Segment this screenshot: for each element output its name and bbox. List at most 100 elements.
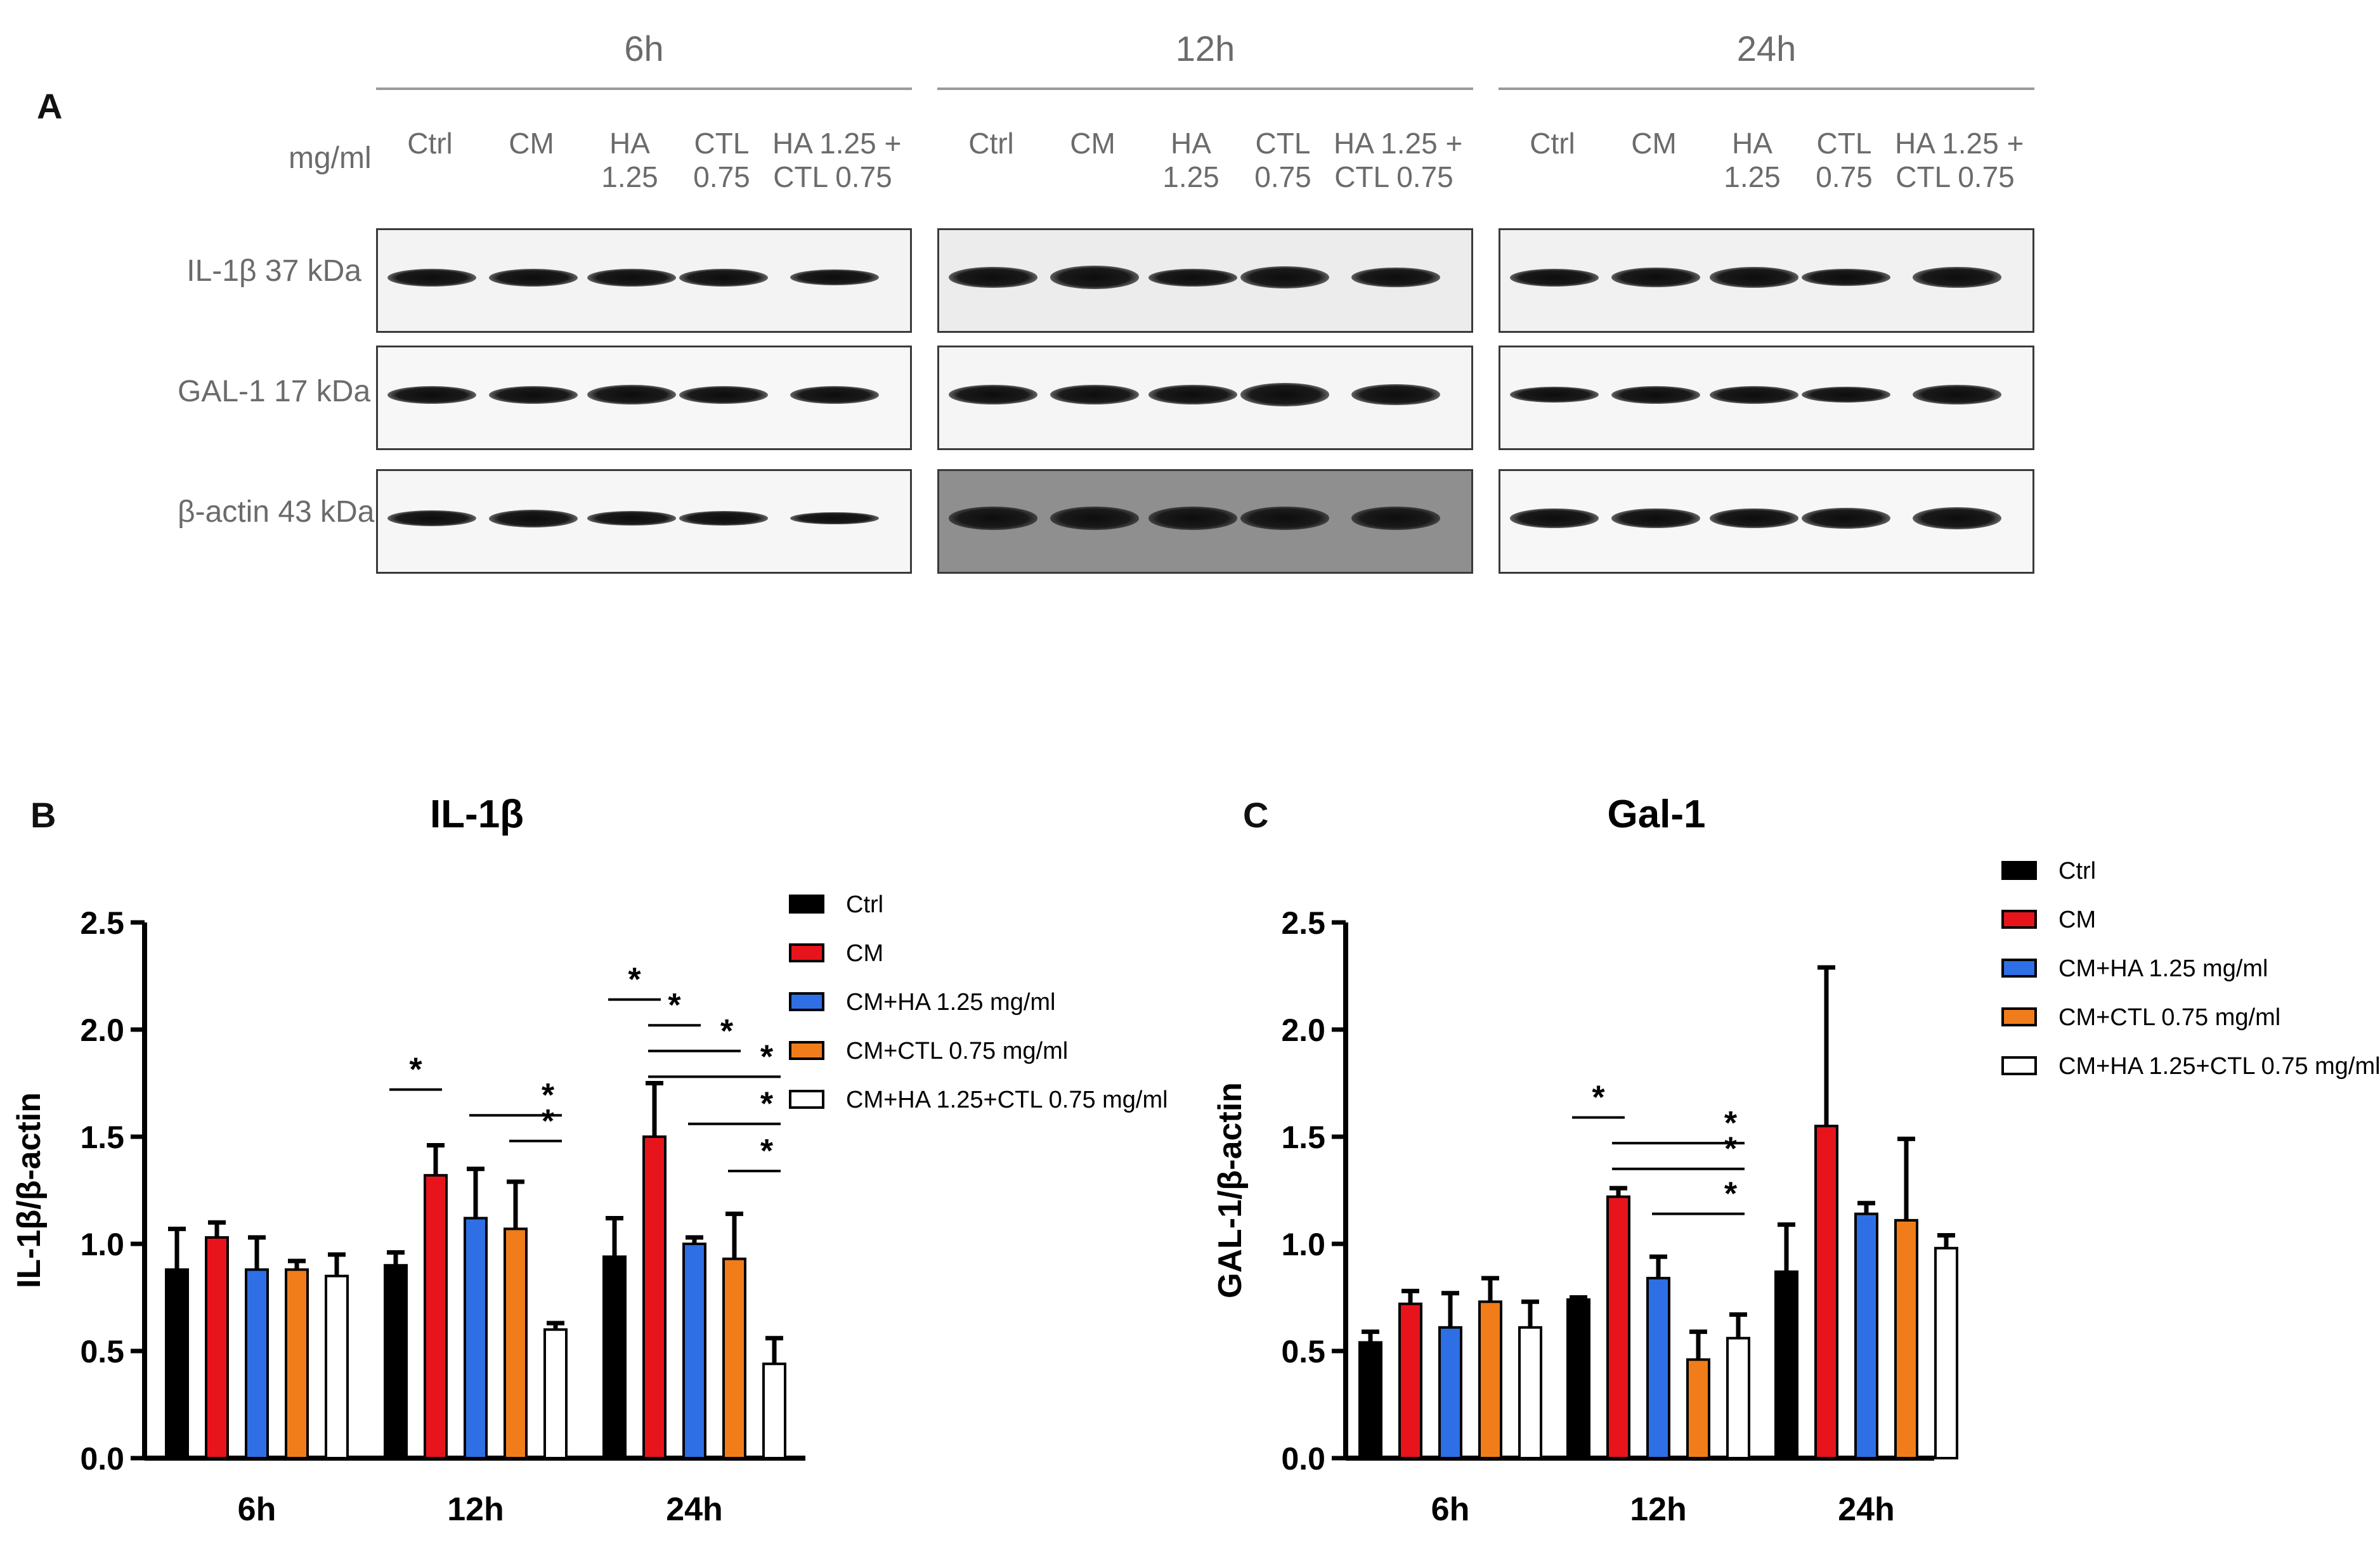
bar bbox=[642, 1135, 667, 1459]
timepoint-divider bbox=[1499, 87, 2034, 90]
unit-label: mg/ml bbox=[289, 141, 372, 175]
blot-band bbox=[1611, 385, 1700, 404]
blot-band bbox=[1510, 268, 1599, 287]
legend-label: CM+CTL 0.75 mg/ml bbox=[846, 1038, 1068, 1064]
lane-label: HA 1.25 bbox=[1692, 127, 1812, 194]
lane-label: CTL 0.75 bbox=[661, 127, 782, 194]
legend-swatch bbox=[2001, 959, 2037, 978]
lane-label-line1: CTL bbox=[1255, 127, 1311, 160]
significance-star: * bbox=[668, 987, 681, 1024]
bar bbox=[1478, 1300, 1502, 1460]
bar bbox=[285, 1268, 309, 1459]
lane-label-line1: HA bbox=[1171, 127, 1211, 160]
lane-label-line1: HA 1.25 + bbox=[1895, 127, 2024, 160]
blot-box bbox=[1499, 346, 2034, 450]
blot-band bbox=[1913, 507, 2001, 529]
lane-label-line1: HA bbox=[609, 127, 650, 160]
blot-box bbox=[376, 228, 912, 333]
legend-label: CM+HA 1.25+CTL 0.75 mg/ml bbox=[2058, 1053, 2380, 1080]
lane-label: HA 1.25 + CTL 0.75 bbox=[1334, 127, 1462, 194]
blot-band bbox=[949, 507, 1037, 530]
chart-title: Gal-1 bbox=[1607, 792, 1705, 836]
y-tick-label: 0.0 bbox=[80, 1441, 124, 1477]
lane-label-line1: HA bbox=[1732, 127, 1772, 160]
x-tick-label: 12h bbox=[447, 1491, 504, 1528]
legend-swatch bbox=[789, 943, 824, 962]
y-tick-label: 2.5 bbox=[1281, 905, 1325, 941]
legend-swatch bbox=[2001, 910, 2037, 929]
x-tick-label: 6h bbox=[1431, 1491, 1470, 1528]
lane-label-line1: CTL bbox=[694, 127, 750, 160]
timepoint-divider bbox=[937, 87, 1473, 90]
significance-star: * bbox=[760, 1038, 774, 1075]
lane-label: Ctrl bbox=[931, 127, 1051, 194]
bar bbox=[245, 1268, 269, 1459]
lane-label-line1: HA 1.25 + bbox=[772, 127, 902, 160]
lane-label-line1: CM bbox=[1070, 127, 1115, 160]
blot-band bbox=[1710, 267, 1798, 288]
lane-label-line2: 0.75 bbox=[693, 160, 750, 193]
bar bbox=[1894, 1219, 1918, 1459]
y-tick-label: 0.5 bbox=[80, 1334, 124, 1369]
bar bbox=[1814, 1125, 1838, 1459]
x-tick-label: 12h bbox=[1630, 1491, 1687, 1528]
legend-swatch bbox=[2001, 1056, 2037, 1075]
blot-band bbox=[1351, 384, 1440, 406]
bar bbox=[424, 1173, 448, 1460]
bar bbox=[1934, 1246, 1958, 1459]
blot-band bbox=[949, 385, 1037, 404]
significance-star: * bbox=[1724, 1131, 1738, 1168]
bar bbox=[1726, 1336, 1750, 1459]
significance-star: * bbox=[542, 1103, 555, 1140]
legend-label: CM+CTL 0.75 mg/ml bbox=[2058, 1004, 2280, 1031]
chart-il1b: B IL-1β 0.0 0.5 1.0 1.5 2.0 2.5 IL-1β/β-actin 6h 1… bbox=[11, 792, 1168, 1528]
blot-band bbox=[387, 268, 476, 287]
timepoint-label: 24h bbox=[1736, 29, 1797, 68]
lane-label-line2: 1.25 bbox=[601, 160, 658, 193]
y-tick-label: 2.0 bbox=[1281, 1012, 1325, 1048]
lane-label-line1: CTL bbox=[1816, 127, 1872, 160]
y-tick-label: 0.0 bbox=[1281, 1441, 1325, 1477]
significance-star: * bbox=[409, 1052, 422, 1089]
y-axis-label: IL-1β/β-actin bbox=[11, 1092, 48, 1288]
chart-title: IL-1β bbox=[430, 792, 524, 836]
significance-star: * bbox=[542, 1077, 555, 1114]
blot-band bbox=[1148, 268, 1237, 287]
bar bbox=[1438, 1326, 1462, 1459]
bar bbox=[1774, 1270, 1798, 1459]
blot-band bbox=[1240, 507, 1329, 530]
x-tick-label: 24h bbox=[1838, 1491, 1895, 1528]
y-tick-label: 1.5 bbox=[1281, 1120, 1325, 1155]
bar bbox=[543, 1328, 568, 1460]
y-tick-label: 2.0 bbox=[80, 1012, 124, 1048]
lane-label: CM bbox=[1594, 127, 1714, 194]
legend-label: CM+HA 1.25 mg/ml bbox=[846, 989, 1056, 1016]
lane-label: Ctrl bbox=[370, 127, 490, 194]
blot-band bbox=[1050, 266, 1139, 289]
blot-box bbox=[937, 228, 1473, 333]
significance-star: * bbox=[1724, 1105, 1738, 1142]
lane-label: HA 1.25 bbox=[569, 127, 690, 194]
bar bbox=[1358, 1341, 1382, 1459]
significance-star: * bbox=[760, 1086, 774, 1123]
panel-letter: B bbox=[30, 795, 56, 835]
panel-letter: C bbox=[1243, 795, 1268, 835]
blot-band bbox=[587, 268, 676, 287]
significance-star: * bbox=[1724, 1176, 1738, 1213]
blot-band bbox=[489, 268, 578, 287]
lane-label: CTL 0.75 bbox=[1223, 127, 1343, 194]
y-tick-label: 2.5 bbox=[80, 905, 124, 941]
blot-band bbox=[1240, 266, 1329, 288]
blot-row-label: GAL-1 17 kDa bbox=[178, 375, 371, 408]
legend-label: CM+HA 1.25 mg/ml bbox=[2058, 955, 2268, 982]
panel-a-letter: A bbox=[37, 86, 63, 126]
lane-label-line2: CTL 0.75 bbox=[1896, 160, 2015, 193]
bar bbox=[464, 1217, 488, 1459]
blot-band bbox=[1148, 385, 1237, 404]
blot-band bbox=[1510, 386, 1599, 403]
lane-label-line1: CM bbox=[509, 127, 554, 160]
blot-band bbox=[387, 510, 476, 527]
y-tick-label: 1.5 bbox=[80, 1120, 124, 1155]
blot-box bbox=[376, 346, 912, 450]
blot-band bbox=[790, 385, 879, 404]
